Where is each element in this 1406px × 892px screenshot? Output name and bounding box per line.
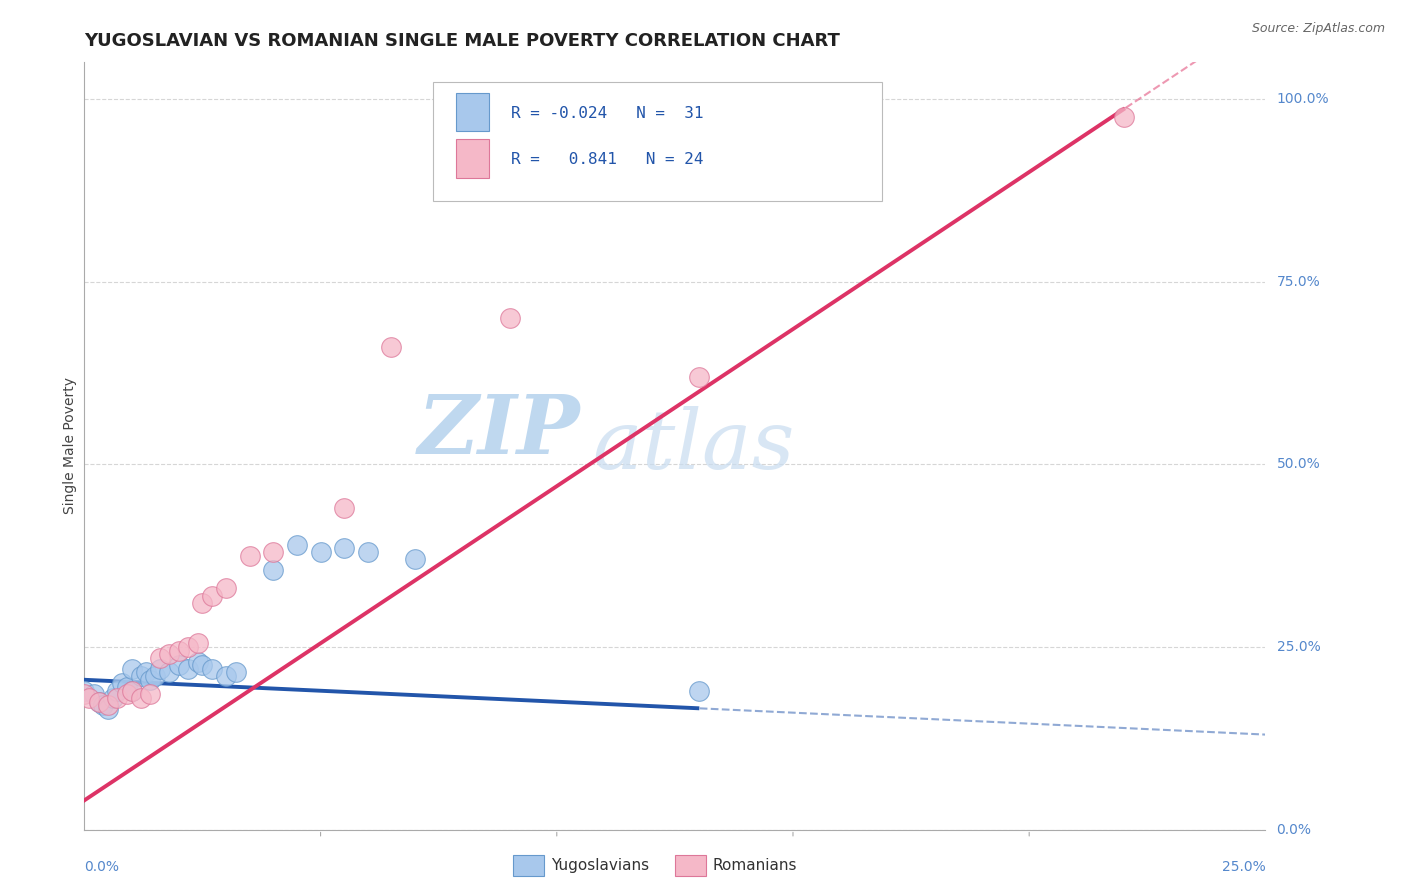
Point xyxy=(262,545,284,559)
Point xyxy=(357,545,380,559)
Text: R =   0.841   N = 24: R = 0.841 N = 24 xyxy=(510,153,703,168)
Point xyxy=(167,658,190,673)
Text: YUGOSLAVIAN VS ROMANIAN SINGLE MALE POVERTY CORRELATION CHART: YUGOSLAVIAN VS ROMANIAN SINGLE MALE POVE… xyxy=(84,32,841,50)
Point xyxy=(1112,110,1135,124)
Text: 25.0%: 25.0% xyxy=(1222,860,1265,874)
Point xyxy=(177,640,200,654)
Point xyxy=(157,647,180,661)
Point xyxy=(688,683,710,698)
Point xyxy=(498,311,520,326)
Point xyxy=(187,636,209,650)
Text: ZIP: ZIP xyxy=(418,391,581,471)
Text: 75.0%: 75.0% xyxy=(1277,275,1320,289)
Point xyxy=(97,698,120,713)
Text: Source: ZipAtlas.com: Source: ZipAtlas.com xyxy=(1251,22,1385,36)
Text: Romanians: Romanians xyxy=(713,858,797,872)
Point xyxy=(177,662,200,676)
Point xyxy=(91,698,114,713)
Point xyxy=(129,669,152,683)
Point xyxy=(83,687,105,701)
Point xyxy=(77,691,100,706)
Point xyxy=(73,687,96,701)
Text: 0.0%: 0.0% xyxy=(1277,822,1312,837)
Point xyxy=(139,673,162,687)
Point xyxy=(97,702,120,716)
Point xyxy=(404,552,426,566)
Point xyxy=(688,369,710,384)
Point xyxy=(225,665,247,680)
Point xyxy=(167,643,190,657)
Point xyxy=(129,691,152,706)
Point xyxy=(87,695,110,709)
Point xyxy=(333,501,356,516)
Point xyxy=(143,669,166,683)
Point xyxy=(187,655,209,669)
Point xyxy=(111,676,134,690)
Text: atlas: atlas xyxy=(592,406,794,486)
Point xyxy=(149,651,172,665)
Point xyxy=(191,658,214,673)
Text: R = -0.024   N =  31: R = -0.024 N = 31 xyxy=(510,106,703,121)
Point xyxy=(107,683,129,698)
Point xyxy=(107,691,129,706)
Text: 100.0%: 100.0% xyxy=(1277,92,1329,106)
Point xyxy=(115,680,138,694)
Point xyxy=(239,549,262,563)
Point xyxy=(380,340,402,354)
FancyBboxPatch shape xyxy=(457,93,489,131)
Point xyxy=(121,683,143,698)
Text: 0.0%: 0.0% xyxy=(84,860,120,874)
FancyBboxPatch shape xyxy=(433,81,882,201)
Point xyxy=(285,538,308,552)
Point xyxy=(262,563,284,577)
Point xyxy=(73,683,96,698)
Point xyxy=(149,662,172,676)
Point xyxy=(157,665,180,680)
Point xyxy=(121,683,143,698)
Point xyxy=(309,545,332,559)
Text: 25.0%: 25.0% xyxy=(1277,640,1320,654)
Point xyxy=(87,695,110,709)
Point xyxy=(201,589,224,603)
Text: 50.0%: 50.0% xyxy=(1277,458,1320,471)
Point xyxy=(135,665,157,680)
Point xyxy=(215,669,238,683)
Point xyxy=(121,662,143,676)
FancyBboxPatch shape xyxy=(457,139,489,178)
Point xyxy=(201,662,224,676)
Y-axis label: Single Male Poverty: Single Male Poverty xyxy=(63,377,77,515)
Point xyxy=(191,596,214,610)
Text: Yugoslavians: Yugoslavians xyxy=(551,858,650,872)
Point xyxy=(115,687,138,701)
Point xyxy=(333,541,356,556)
Point xyxy=(215,582,238,596)
Point xyxy=(139,687,162,701)
Point xyxy=(101,691,124,706)
